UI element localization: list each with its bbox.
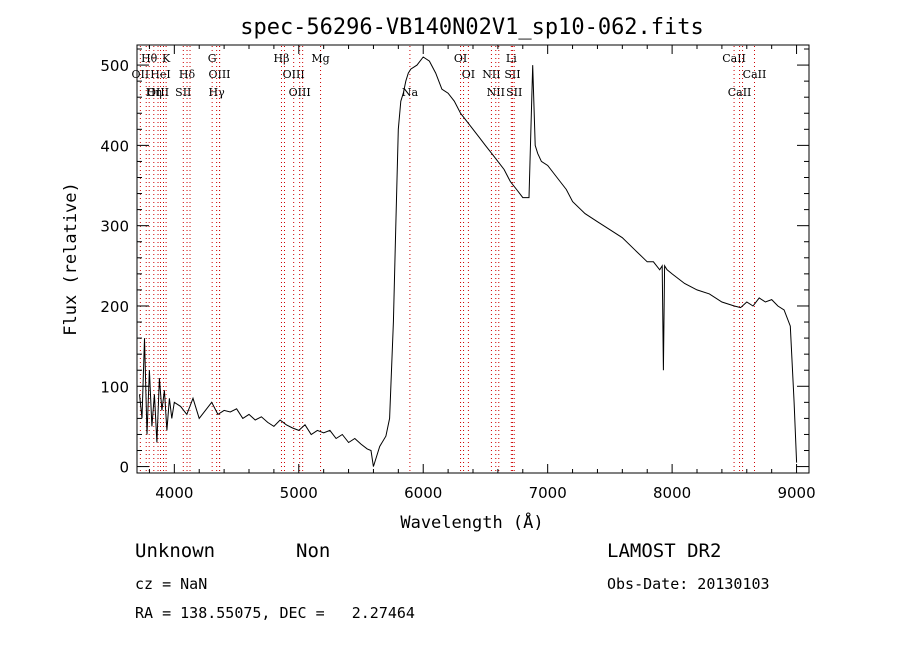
- spectral-line-label: SII: [175, 86, 191, 99]
- spectral-line-label: OIII: [283, 68, 305, 81]
- spectral-line-label: K: [162, 52, 171, 65]
- spectral-line-label: NII: [487, 86, 505, 99]
- spectral-line-label: Li: [506, 52, 517, 65]
- spectrum-line: [139, 56, 798, 467]
- spectral-line-label: CaII: [722, 52, 746, 65]
- spectral-line-label: HeI: [150, 68, 170, 81]
- spectral-line-label: G: [208, 52, 217, 65]
- spectral-line-label: Hβ: [274, 52, 290, 65]
- spectral-line-label: Hθ: [141, 52, 158, 65]
- y-tick-label: 500: [100, 57, 129, 75]
- survey-label: LAMOST DR2: [607, 540, 722, 562]
- y-axis-label: Flux (relative): [61, 182, 81, 336]
- y-tick-label: 300: [100, 218, 129, 236]
- spectral-line-label: OIII: [147, 86, 169, 99]
- axis-ticks: 4000 5000 6000 7000 8000 9000 0 100 200 300 400 500: [100, 45, 816, 502]
- spectral-line-label: Hγ: [209, 86, 226, 99]
- plot-frame: [136, 44, 810, 474]
- y-tick-label: 400: [100, 137, 129, 155]
- spectral-line-label: Hη: [146, 86, 162, 99]
- y-tick-label: 200: [100, 298, 129, 316]
- spectral-line-label: SII: [506, 86, 522, 99]
- x-tick-label: 9000: [777, 484, 815, 502]
- x-tick-label: 4000: [155, 484, 193, 502]
- spectral-line-label: OIII: [289, 86, 311, 99]
- spectral-line-label: OI: [454, 52, 467, 65]
- chart-title: spec-56296-VB140N02V1_sp10-062.fits: [240, 15, 704, 40]
- spectral-line-label: NII: [482, 68, 500, 81]
- spectral-line-label: Na: [402, 86, 419, 99]
- x-tick-label: 5000: [280, 484, 318, 502]
- class-label: Unknown: [135, 540, 216, 562]
- obs-date-label: Obs-Date: 20130103: [607, 575, 770, 593]
- spectral-line-label: Mg: [311, 52, 329, 65]
- spectral-line-label: SII: [504, 68, 520, 81]
- spectral-line-label: CaII: [743, 68, 767, 81]
- spectral-line-label: OII: [132, 68, 150, 81]
- y-tick-label: 0: [119, 459, 129, 477]
- spectral-line-label: CaII: [728, 86, 752, 99]
- x-tick-label: 7000: [529, 484, 567, 502]
- x-tick-label: 6000: [404, 484, 442, 502]
- coordinates-label: RA = 138.55075, DEC = 2.27464: [135, 604, 415, 622]
- redshift-label: cz = NaN: [135, 575, 208, 593]
- y-tick-label: 100: [100, 378, 129, 396]
- spectral-line-label: OI: [462, 68, 475, 81]
- x-axis-label: Wavelength (Å): [400, 511, 543, 533]
- spectral-line-label: Hδ: [179, 68, 196, 81]
- x-tick-label: 8000: [653, 484, 691, 502]
- subclass-label: Non: [296, 540, 331, 562]
